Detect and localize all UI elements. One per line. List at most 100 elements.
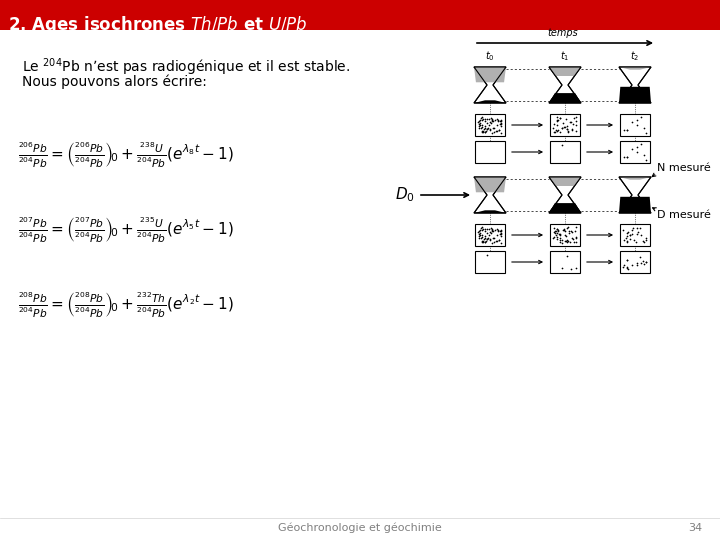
Point xyxy=(631,229,643,238)
Polygon shape xyxy=(474,210,506,213)
Point xyxy=(491,225,503,233)
Point xyxy=(495,227,507,235)
Point xyxy=(635,113,647,122)
Point xyxy=(477,224,488,233)
Point xyxy=(482,125,493,134)
Point xyxy=(473,122,485,131)
Text: temps: temps xyxy=(547,28,578,38)
Point xyxy=(637,256,649,265)
Point xyxy=(554,230,566,239)
Point xyxy=(487,124,498,132)
Point xyxy=(562,224,573,232)
Point xyxy=(631,147,643,156)
Point xyxy=(495,129,507,137)
Point xyxy=(628,236,639,245)
Text: $D_0$: $D_0$ xyxy=(395,186,415,204)
Point xyxy=(475,224,487,233)
Point xyxy=(477,127,489,136)
Point xyxy=(624,231,636,239)
Bar xyxy=(475,141,505,163)
Point xyxy=(562,126,573,135)
Point xyxy=(564,228,575,237)
Text: 34: 34 xyxy=(688,523,702,533)
Point xyxy=(621,126,632,134)
Point xyxy=(484,125,495,133)
Point xyxy=(487,116,498,125)
Polygon shape xyxy=(474,67,506,82)
Point xyxy=(626,230,637,239)
Point xyxy=(631,116,643,124)
Point xyxy=(474,116,486,124)
Point xyxy=(552,116,564,124)
Point xyxy=(635,259,647,267)
Text: $\frac{^{206}Pb}{^{204}Pb} = \left(\frac{^{206}Pb}{^{204}Pb}\right)_{\!0} + \fra: $\frac{^{206}Pb}{^{204}Pb} = \left(\frac… xyxy=(18,140,233,170)
Point xyxy=(477,238,489,246)
Point xyxy=(489,124,500,132)
Point xyxy=(552,116,563,125)
Point xyxy=(558,226,570,234)
Point xyxy=(482,123,494,132)
Point xyxy=(490,237,501,245)
Point xyxy=(631,120,643,129)
Point xyxy=(562,235,573,244)
Point xyxy=(638,238,649,246)
Point xyxy=(495,117,507,126)
Point xyxy=(570,120,582,129)
Point xyxy=(489,226,500,234)
Point xyxy=(548,233,559,242)
Point xyxy=(621,152,632,161)
Point xyxy=(621,238,632,247)
Point xyxy=(552,113,563,122)
Point xyxy=(487,225,498,233)
Point xyxy=(557,124,568,132)
Point xyxy=(481,228,492,237)
Point xyxy=(549,128,560,137)
Point xyxy=(554,128,566,137)
Point xyxy=(474,226,485,235)
Point xyxy=(493,235,505,244)
Polygon shape xyxy=(474,177,506,192)
Point xyxy=(487,117,498,125)
Point xyxy=(494,117,505,125)
Point xyxy=(495,122,507,131)
Point xyxy=(495,119,507,127)
Point xyxy=(476,127,487,136)
Point xyxy=(487,234,498,242)
Point xyxy=(554,233,566,242)
Text: $t_1$: $t_1$ xyxy=(560,49,570,63)
Point xyxy=(560,232,572,240)
Point xyxy=(622,228,634,237)
Point xyxy=(621,125,632,134)
Point xyxy=(480,225,491,233)
Point xyxy=(476,233,487,242)
Point xyxy=(634,253,646,262)
Point xyxy=(476,223,487,232)
Point xyxy=(481,115,492,124)
Point xyxy=(476,238,487,246)
Point xyxy=(624,231,636,239)
Point xyxy=(480,117,491,126)
Bar xyxy=(550,251,580,273)
Point xyxy=(481,234,492,243)
Point xyxy=(554,113,566,122)
Point xyxy=(477,121,488,130)
Polygon shape xyxy=(549,67,581,103)
Point xyxy=(477,114,488,123)
Point xyxy=(640,156,652,164)
Point xyxy=(473,227,485,236)
Point xyxy=(640,235,652,244)
Point xyxy=(552,234,563,243)
Bar xyxy=(620,114,650,136)
Point xyxy=(557,119,569,128)
Point xyxy=(473,230,485,238)
Point xyxy=(621,256,632,265)
Point xyxy=(482,235,493,244)
Point xyxy=(495,120,506,129)
Point xyxy=(562,125,573,133)
Polygon shape xyxy=(549,177,581,213)
Point xyxy=(569,226,580,235)
Point xyxy=(475,114,487,123)
Point xyxy=(621,232,633,240)
Bar xyxy=(475,224,505,246)
Point xyxy=(485,114,497,123)
